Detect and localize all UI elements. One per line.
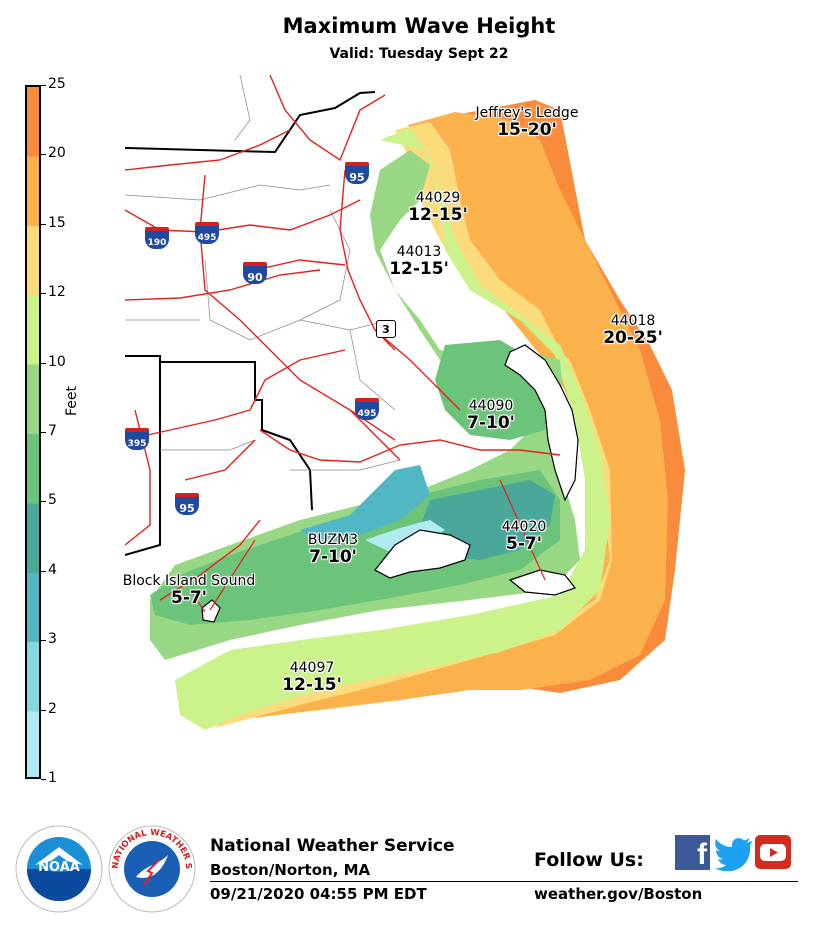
- office-location: Boston/Norton, MA: [210, 861, 371, 879]
- agency-name: National Weather Service: [210, 836, 455, 856]
- station-label-44018: 44018 20-25': [603, 313, 663, 348]
- station-wave-range: 5-7': [506, 534, 542, 554]
- colorbar-tick-15: 15: [48, 214, 66, 231]
- station-wave-range: 7-10': [467, 413, 515, 433]
- band-3-4: [300, 465, 430, 545]
- twitter-icon[interactable]: [714, 835, 754, 871]
- colorbar-tick-25: 25: [48, 76, 66, 92]
- station-label-44097: 44097 12-15': [282, 660, 342, 695]
- station-label-44029: 44029 12-15': [408, 190, 468, 225]
- highway-shield-i95s: 95: [175, 493, 199, 515]
- colorbar-tick-mark: [41, 779, 46, 780]
- colorbar-tick-5: 5: [48, 492, 57, 509]
- colorbar-tick-mark: [41, 570, 46, 572]
- station-name: 44097: [289, 660, 335, 676]
- station-name: 44013: [396, 244, 442, 260]
- county-boundaries: [124, 74, 401, 471]
- station-wave-range: 12-15': [282, 675, 342, 695]
- colorbar-tick-mark: [41, 223, 46, 225]
- station-name: 44018: [610, 313, 656, 329]
- highway-shield-r3: 3: [376, 320, 396, 338]
- youtube-icon[interactable]: [755, 835, 791, 869]
- buoy-lines: [189, 479, 546, 613]
- station-label-block: Block Island Sound 5-7': [123, 573, 256, 608]
- station-wave-range: 7-10': [309, 547, 357, 567]
- wave-height-map: [124, 74, 685, 730]
- block-island: [201, 599, 221, 623]
- issue-timestamp: 09/21/2020 04:55 PM EDT: [210, 885, 427, 903]
- colorbar-tick-4: 4: [48, 561, 57, 578]
- state-boundaries: [124, 91, 376, 556]
- highway-shield-i90: 90: [243, 262, 267, 284]
- station-wave-range: 12-15': [408, 205, 468, 225]
- colorbar-tick-3: 3: [48, 631, 57, 648]
- station-name: 44029: [415, 190, 461, 206]
- colorbar-tick-12: 12: [48, 284, 66, 301]
- station-name: 44020: [501, 519, 547, 535]
- colorbar-tick-mark: [41, 501, 46, 503]
- colorbar-tick-mark: [41, 432, 46, 433]
- station-label-44090: 44090 7-10': [467, 398, 515, 433]
- band-10-12: [175, 128, 610, 730]
- highway-shield-i95n: 95: [345, 162, 369, 184]
- band-1-2: [365, 520, 445, 552]
- station-label-44020: 44020 5-7': [502, 519, 547, 554]
- band-15-20: [235, 112, 668, 720]
- colorbar-tick-20: 20: [48, 145, 66, 162]
- footer-divider: [210, 881, 798, 882]
- station-wave-range: 20-25': [603, 328, 663, 348]
- map-title: Maximum Wave Height: [282, 14, 556, 38]
- station-wave-range: 12-15': [389, 259, 449, 279]
- station-label-44013: 44013 12-15': [389, 244, 449, 279]
- colorbar-tick-1: 1: [48, 770, 57, 786]
- colorbar-tick-2: 2: [48, 700, 57, 717]
- station-label-buzm3: BUZM3 7-10': [308, 532, 358, 567]
- facebook-icon[interactable]: f: [675, 835, 710, 871]
- highway-shield-i190: 190: [145, 227, 169, 249]
- colorbar-tick-7: 7: [48, 423, 57, 439]
- noaa-logo-text: NOAA: [38, 860, 80, 875]
- land: [201, 344, 579, 623]
- highway-shield-i495n: 495: [195, 222, 219, 244]
- noaa-logo: NOAA: [15, 825, 103, 913]
- station-label-jeffreys: Jeffrey's Ledge 15-20': [476, 105, 579, 140]
- wave-bands: [150, 100, 685, 730]
- colorbar-tick-mark: [41, 709, 46, 711]
- colorbar-tick-mark: [41, 293, 46, 295]
- website-link[interactable]: weather.gov/Boston: [534, 885, 703, 903]
- station-wave-range: 15-20': [497, 120, 557, 140]
- station-name: Block Island Sound: [122, 573, 256, 589]
- station-name: BUZM3: [307, 532, 359, 548]
- station-wave-range: 5-7': [171, 588, 207, 608]
- wave-height-colorbar: [25, 85, 41, 779]
- highway-shield-i495s: 495: [355, 398, 379, 420]
- cape-cod-land: [504, 344, 579, 502]
- colorbar-tick-mark: [41, 362, 46, 364]
- colorbar-tick-mark: [41, 640, 46, 642]
- follow-label: Follow Us:: [534, 849, 644, 871]
- colorbar-tick-10: 10: [48, 353, 66, 370]
- nws-logo: NATIONAL WEATHER SERVICE: [108, 825, 196, 913]
- map-subtitle: Valid: Tuesday Sept 22: [329, 46, 509, 62]
- station-name: 44090: [468, 398, 514, 414]
- highway-shield-i395: 395: [125, 428, 149, 450]
- station-name: Jeffrey's Ledge: [475, 105, 579, 121]
- colorbar-tick-mark: [41, 85, 46, 86]
- colorbar-tick-mark: [41, 154, 46, 156]
- marthas-vineyard: [374, 529, 471, 579]
